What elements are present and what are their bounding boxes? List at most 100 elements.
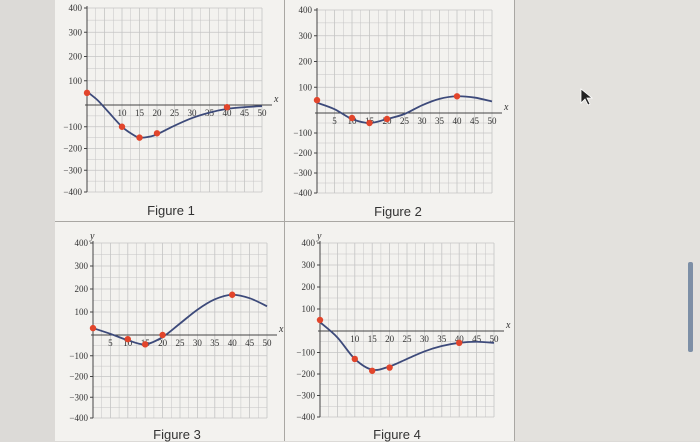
y-tick-label: 100 [299,82,313,92]
y-tick-label: 200 [69,52,83,62]
x-tick-label: 50 [263,338,273,348]
data-point [223,103,231,111]
x-tick-label: 30 [418,116,428,126]
y-tick-label: 100 [75,307,89,317]
data-point [89,324,97,332]
data-point [142,341,149,348]
figure-2-caption: Figure 2 [374,204,422,219]
data-point [136,134,143,141]
x-tick-label: 50 [490,334,500,344]
x-tick-label: 30 [188,108,198,118]
y-tick-label: −400 [296,412,315,422]
y-tick-label: −400 [293,188,312,198]
data-point [351,355,358,363]
y-tick-label: −200 [69,372,88,382]
function-curve [319,321,495,371]
x-tick-label: 15 [368,334,378,344]
x-axis-label: x [278,324,284,335]
x-tick-label: 5 [332,116,337,126]
x-tick-label: 40 [453,116,463,126]
y-tick-label: 400 [302,238,316,248]
worksheet-area [55,0,515,441]
x-tick-label: 25 [403,334,413,344]
cell-divider-vertical [284,0,285,441]
x-tick-label: 30 [420,334,430,344]
data-point [456,339,463,347]
y-tick-label: 300 [69,27,83,37]
data-point [153,130,161,137]
data-point [83,89,91,97]
x-tick-label: 20 [385,334,395,344]
x-tick-label: 45 [240,108,250,118]
data-point [366,119,373,127]
x-tick-label: 10 [123,338,133,348]
x-tick-label: 35 [435,116,445,126]
x-tick-label: 15 [135,108,145,118]
x-tick-label: 30 [193,338,203,348]
y-tick-label: −300 [63,165,82,175]
y-tick-label: 300 [302,260,316,270]
data-point [118,123,126,130]
data-point [159,331,166,339]
x-tick-label: 20 [153,108,163,118]
y-tick-label: 200 [75,284,89,294]
x-tick-label: 10 [350,334,360,344]
y-tick-label: 300 [75,261,89,271]
x-tick-label: 45 [472,334,482,344]
y-tick-label: −400 [69,413,88,423]
data-point [348,114,356,122]
window-edge-scrollbar[interactable] [688,262,693,352]
x-tick-label: 20 [158,338,168,348]
data-point [229,291,236,298]
x-axis-label: x [505,320,511,331]
cell-divider-vertical-right [514,0,515,441]
data-point [124,335,131,343]
x-tick-label: 5 [108,338,113,348]
x-tick-label: 25 [170,108,180,118]
y-tick-label: −200 [63,144,82,154]
data-point [386,364,393,371]
y-tick-label: −300 [293,168,312,178]
figure-3-caption: Figure 3 [153,427,201,442]
y-axis-label: y [89,231,95,242]
y-tick-label: 400 [69,3,83,13]
x-tick-label: 40 [228,338,238,348]
data-point [369,367,376,374]
data-point [313,96,321,104]
x-tick-label: 40 [223,108,233,118]
data-point [316,316,324,324]
y-tick-label: −400 [63,187,82,197]
background-margin [515,0,700,441]
y-tick-label: −100 [63,122,82,132]
y-tick-label: −100 [69,351,88,361]
x-tick-label: 50 [488,116,498,126]
x-tick-label: 40 [455,334,465,344]
x-tick-label: 35 [210,338,220,348]
y-tick-label: −200 [296,369,315,379]
x-tick-label: 25 [400,116,410,126]
y-tick-label: 300 [299,31,313,41]
x-axis-label: x [503,102,509,113]
y-tick-label: 400 [299,5,313,15]
x-tick-label: 50 [258,108,268,118]
cell-divider-horizontal [55,221,515,222]
function-curve [316,95,493,124]
x-tick-label: 35 [437,334,447,344]
x-tick-label: 25 [176,338,186,348]
y-tick-label: −200 [293,148,312,158]
data-point [453,93,461,100]
y-tick-label: 200 [299,57,313,67]
y-tick-label: 100 [69,76,83,86]
function-curve [92,293,268,346]
y-tick-label: −100 [293,128,312,138]
y-tick-label: 200 [302,282,316,292]
x-tick-label: 45 [470,116,480,126]
y-tick-label: −100 [296,348,315,358]
y-tick-label: 400 [75,238,89,248]
y-tick-label: −300 [296,391,315,401]
figure-4-caption: Figure 4 [373,427,421,442]
